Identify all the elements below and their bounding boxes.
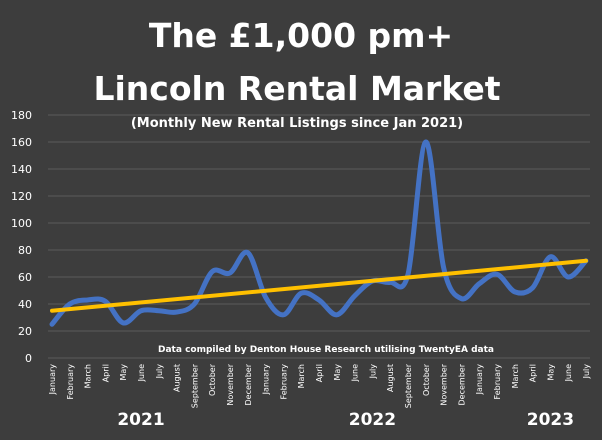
y-tick-label: 160 xyxy=(11,136,32,149)
data-point xyxy=(265,296,267,298)
x-tick-label: November xyxy=(226,363,235,405)
x-tick-label: March xyxy=(297,364,306,388)
data-point xyxy=(69,303,71,305)
data-point xyxy=(104,300,106,302)
x-tick-label: October xyxy=(208,363,217,396)
x-tick-label: March xyxy=(511,364,520,388)
y-tick-label: 180 xyxy=(11,109,32,122)
year-label: 2021 xyxy=(117,410,164,430)
x-tick-label: April xyxy=(315,364,324,382)
data-point xyxy=(532,287,534,289)
x-tick-label: October xyxy=(422,363,431,396)
chart-annotation: Data compiled by Denton House Research u… xyxy=(158,345,494,355)
x-tick-label: May xyxy=(546,364,555,381)
x-tick-label: February xyxy=(493,364,502,400)
x-tick-label: June xyxy=(137,364,146,383)
x-tick-label: November xyxy=(440,363,449,405)
x-tick-label: December xyxy=(244,363,253,405)
data-point xyxy=(389,281,391,283)
data-point xyxy=(549,256,551,258)
data-point xyxy=(122,322,124,324)
data-point xyxy=(247,252,249,254)
data-point xyxy=(282,314,284,316)
data-point xyxy=(87,299,89,301)
data-point xyxy=(158,310,160,312)
data-point xyxy=(425,141,427,143)
x-tick-label: August xyxy=(386,364,395,392)
x-tick-label: September xyxy=(404,363,413,408)
chart-title-line2: Lincoln Rental Market xyxy=(93,69,500,108)
x-tick-label: January xyxy=(262,364,271,396)
y-tick-label: 140 xyxy=(11,163,32,176)
chart-title-line1: The £1,000 pm+ xyxy=(149,16,453,55)
y-tick-label: 60 xyxy=(18,271,32,284)
x-tick-label: February xyxy=(66,364,75,400)
series-layer xyxy=(49,139,589,327)
x-tick-label: March xyxy=(84,364,93,388)
y-tick-label: 100 xyxy=(11,217,32,230)
series-line xyxy=(49,139,589,327)
data-point xyxy=(300,292,302,294)
y-tick-label: 120 xyxy=(11,190,32,203)
data-point xyxy=(229,272,231,274)
y-tick-label: 40 xyxy=(18,298,32,311)
data-point xyxy=(176,311,178,313)
data-point xyxy=(140,310,142,312)
data-point xyxy=(354,295,356,297)
y-axis-ticks: 0 20 40 60 80 100 120 140 160 180 xyxy=(11,109,32,365)
data-point xyxy=(567,276,569,278)
x-tick-label: June xyxy=(351,364,360,383)
year-label: 2022 xyxy=(349,410,396,430)
x-tick-label: September xyxy=(190,363,199,408)
year-labels: 2021 2022 2023 xyxy=(117,410,574,430)
x-axis-ticks: January February March April May June July Augu… xyxy=(48,363,591,408)
x-tick-label: December xyxy=(457,363,466,405)
x-tick-label: July xyxy=(155,364,164,380)
data-point xyxy=(496,273,498,275)
data-point xyxy=(407,273,409,275)
x-tick-label: January xyxy=(475,364,484,396)
trend-line xyxy=(50,258,588,313)
data-point xyxy=(318,299,320,301)
x-tick-label: April xyxy=(529,364,538,382)
data-point xyxy=(514,291,516,293)
data-point xyxy=(211,271,213,273)
data-point xyxy=(51,323,53,325)
year-label: 2023 xyxy=(527,410,574,430)
data-point xyxy=(478,283,480,285)
data-point xyxy=(460,298,462,300)
x-tick-label: August xyxy=(173,364,182,392)
data-point xyxy=(336,314,338,316)
data-point xyxy=(193,303,195,305)
y-tick-label: 20 xyxy=(18,325,32,338)
data-point xyxy=(443,267,445,269)
y-tick-label: 0 xyxy=(25,352,32,365)
x-tick-label: February xyxy=(279,364,288,400)
x-tick-label: May xyxy=(119,364,128,381)
x-tick-label: July xyxy=(368,364,377,380)
chart-subtitle: (Monthly New Rental Listings since Jan 2… xyxy=(131,116,463,131)
x-tick-label: May xyxy=(333,364,342,381)
x-tick-label: July xyxy=(582,364,591,380)
x-tick-label: June xyxy=(564,364,573,383)
x-tick-label: April xyxy=(101,364,110,382)
x-tick-label: January xyxy=(48,364,57,396)
y-tick-label: 80 xyxy=(18,244,32,257)
